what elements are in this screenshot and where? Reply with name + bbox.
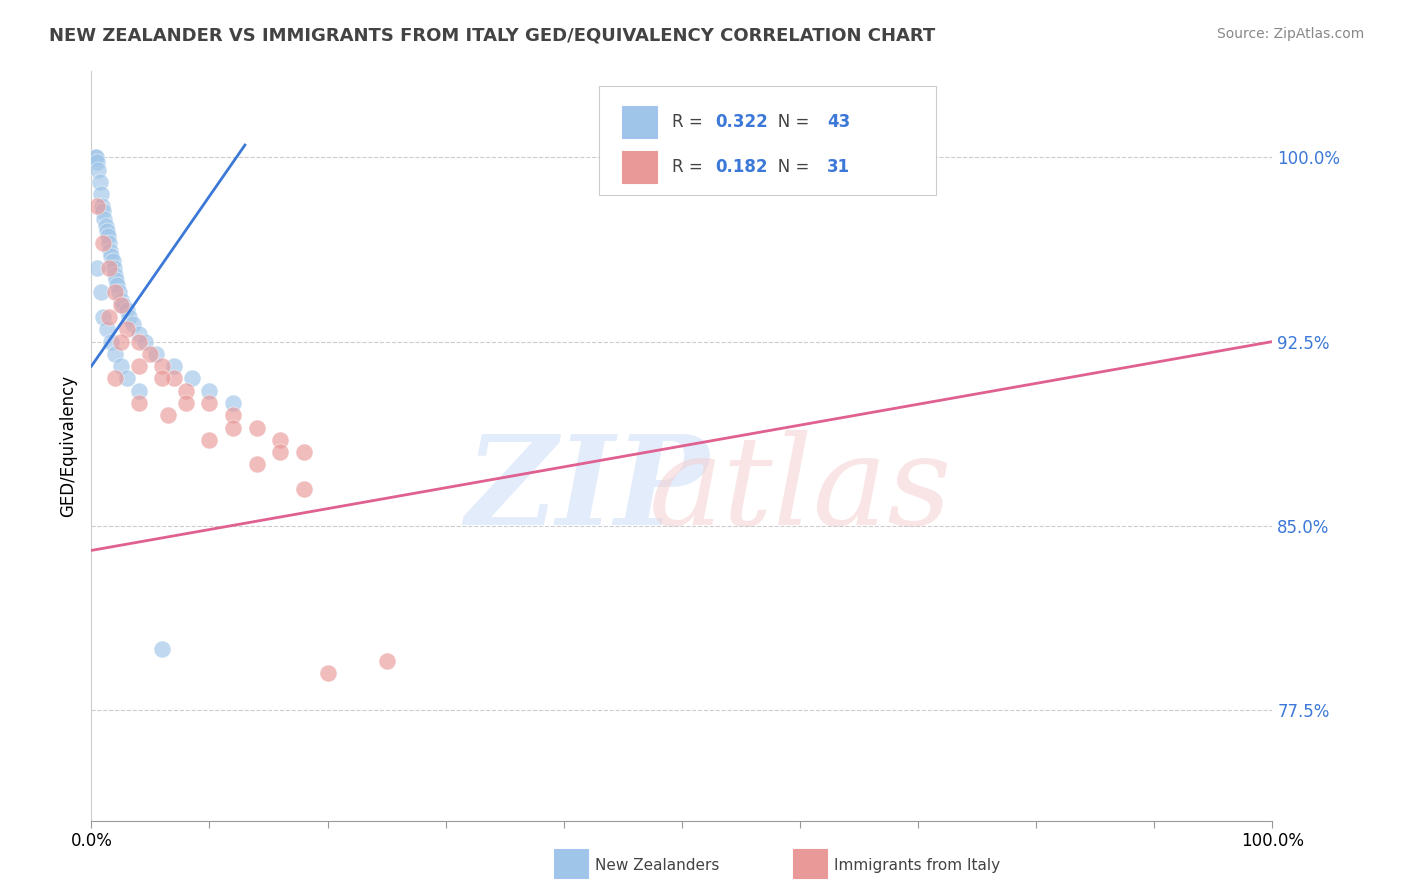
Text: Source: ZipAtlas.com: Source: ZipAtlas.com xyxy=(1216,27,1364,41)
Point xyxy=(145,347,167,361)
Point xyxy=(104,285,127,300)
Point xyxy=(98,310,121,324)
Point xyxy=(128,396,150,410)
Text: R =: R = xyxy=(672,113,709,131)
Point xyxy=(110,298,132,312)
Point xyxy=(139,347,162,361)
Text: N =: N = xyxy=(762,158,815,176)
Point xyxy=(269,433,291,447)
Point xyxy=(150,641,173,656)
Point xyxy=(163,371,186,385)
Point xyxy=(134,334,156,349)
Point xyxy=(97,229,120,244)
Point xyxy=(222,409,245,423)
Point xyxy=(292,482,315,496)
Point xyxy=(104,347,127,361)
FancyBboxPatch shape xyxy=(621,106,657,137)
Point xyxy=(91,199,114,213)
Point xyxy=(121,318,143,332)
Point xyxy=(222,420,245,434)
Point xyxy=(110,334,132,349)
Point xyxy=(101,253,124,268)
Point xyxy=(89,175,111,189)
Point xyxy=(375,654,398,668)
Point xyxy=(103,260,125,275)
Point xyxy=(91,204,114,219)
Point xyxy=(128,384,150,398)
Point xyxy=(246,458,269,472)
Point xyxy=(112,298,135,312)
Point xyxy=(269,445,291,459)
Point xyxy=(84,150,107,164)
Text: Immigrants from Italy: Immigrants from Italy xyxy=(834,858,1000,872)
Point xyxy=(90,285,112,300)
Point xyxy=(180,371,202,385)
FancyBboxPatch shape xyxy=(621,151,657,183)
Point xyxy=(115,322,138,336)
Point xyxy=(104,371,127,385)
Point xyxy=(91,310,114,324)
Point xyxy=(91,236,114,251)
Point xyxy=(98,236,121,251)
Text: 43: 43 xyxy=(827,113,851,131)
Text: New Zealanders: New Zealanders xyxy=(595,858,718,872)
Point xyxy=(86,199,108,213)
Point xyxy=(98,260,121,275)
Point xyxy=(87,162,110,177)
Text: N =: N = xyxy=(762,113,815,131)
Point xyxy=(84,150,107,164)
Text: R =: R = xyxy=(672,158,709,176)
Point xyxy=(110,359,132,373)
Point xyxy=(150,371,173,385)
Point xyxy=(105,273,128,287)
Point xyxy=(174,396,197,410)
Point xyxy=(128,359,150,373)
Text: 0.182: 0.182 xyxy=(716,158,768,176)
Point xyxy=(292,445,315,459)
Point xyxy=(90,187,112,202)
Point xyxy=(86,155,108,169)
Point xyxy=(198,433,221,447)
Y-axis label: GED/Equivalency: GED/Equivalency xyxy=(59,375,77,517)
Point xyxy=(104,268,127,283)
Point xyxy=(98,244,121,258)
Point xyxy=(163,359,186,373)
Text: NEW ZEALANDER VS IMMIGRANTS FROM ITALY GED/EQUIVALENCY CORRELATION CHART: NEW ZEALANDER VS IMMIGRANTS FROM ITALY G… xyxy=(49,27,935,45)
Point xyxy=(128,327,150,342)
Point xyxy=(118,310,141,324)
Point xyxy=(107,285,129,300)
Point xyxy=(96,322,118,336)
Point xyxy=(86,260,108,275)
Point xyxy=(110,293,132,307)
Point xyxy=(100,334,122,349)
Point xyxy=(93,211,115,226)
Point xyxy=(174,384,197,398)
Text: atlas: atlas xyxy=(648,430,952,552)
Point xyxy=(222,396,245,410)
Point xyxy=(96,224,118,238)
Point xyxy=(198,384,221,398)
Point xyxy=(128,334,150,349)
Point xyxy=(115,302,138,317)
Point xyxy=(316,666,339,681)
Point xyxy=(105,278,128,293)
Point xyxy=(115,371,138,385)
Point xyxy=(198,396,221,410)
Point xyxy=(100,249,122,263)
Point xyxy=(246,420,269,434)
FancyBboxPatch shape xyxy=(599,87,936,195)
Point xyxy=(157,409,180,423)
Text: 0.322: 0.322 xyxy=(716,113,768,131)
Point xyxy=(150,359,173,373)
Text: ZIP: ZIP xyxy=(465,430,709,552)
Point xyxy=(94,219,117,234)
Text: 31: 31 xyxy=(827,158,851,176)
